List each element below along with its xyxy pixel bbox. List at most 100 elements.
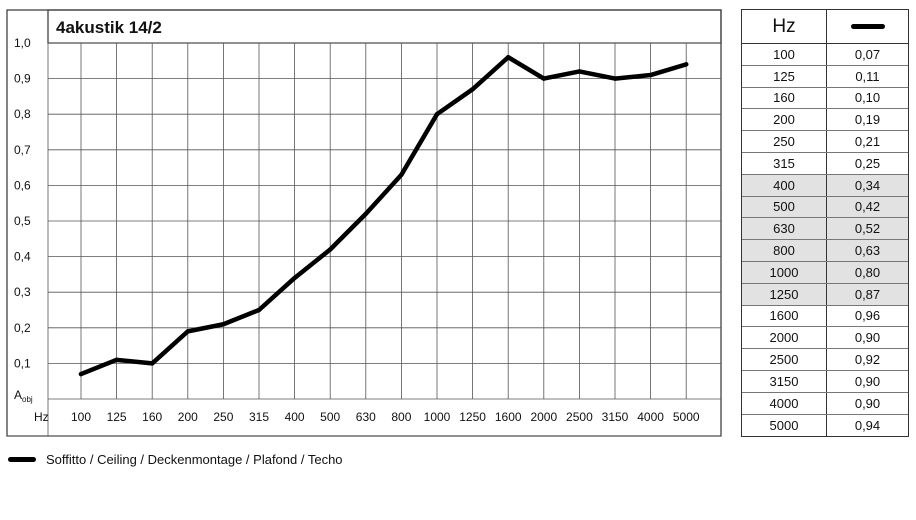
x-tick-label: 315	[249, 410, 269, 424]
table-row: 1250 0,87	[742, 283, 908, 306]
data-point	[470, 87, 475, 92]
table-row: 400 0,34	[742, 174, 908, 197]
table-cell-value: 0,87	[854, 286, 881, 302]
table-cell-value: 0,21	[854, 134, 881, 150]
x-tick-labels: 100 125 160 200 250 315 400 500 630 800 1000 1250 16…	[71, 410, 700, 424]
data-point	[684, 62, 689, 67]
y-tick-label: 0,1	[14, 356, 31, 370]
table-row: 3150 0,90	[742, 370, 908, 393]
table-row: 500 0,42	[742, 196, 908, 219]
x-tick-label: 100	[71, 410, 91, 424]
data-point	[648, 72, 653, 78]
table-row: 250 0,21	[742, 131, 908, 153]
table-cell-value: 0,07	[854, 46, 881, 62]
chart-title: 4akustik 14/2	[56, 18, 162, 37]
x-tick-label: 2000	[530, 410, 557, 424]
table-row: 2500 0,92	[742, 349, 908, 371]
table-cell-hz: 2500	[742, 349, 827, 370]
table-row: 1600 0,96	[742, 305, 908, 328]
data-point	[577, 69, 582, 74]
y-tick-label: 0,9	[14, 72, 31, 86]
table-cell-hz: 200	[742, 109, 827, 131]
table-cell-hz: 100	[742, 44, 827, 65]
x-tick-label: 160	[142, 410, 162, 424]
data-point	[185, 329, 190, 334]
data-point	[78, 371, 84, 377]
table-row: 200 0,19	[742, 109, 908, 132]
table-cell-value: 0,92	[854, 352, 881, 368]
table-cell-value: 0,90	[854, 373, 881, 389]
y-tick-label: 0,5	[14, 214, 31, 228]
legend-label: Soffitto / Ceiling / Deckenmontage / Pla…	[46, 452, 343, 467]
x-tick-label: 3150	[602, 410, 629, 424]
data-point	[506, 55, 511, 60]
table-cell-hz: 250	[742, 131, 827, 152]
table-cell-value: 0,42	[854, 199, 881, 215]
table-row: 630 0,52	[742, 218, 908, 241]
table-row: 100 0,07	[742, 44, 908, 66]
chart-frame	[6, 9, 722, 437]
table-row: 1000 0,80	[742, 261, 908, 284]
data-point	[541, 76, 546, 81]
y-tick-label: 0,7	[14, 143, 31, 157]
table-cell-hz: 1000	[742, 261, 827, 283]
x-tick-label: 1000	[424, 410, 451, 424]
table-header-series	[827, 10, 908, 43]
legend: Soffitto / Ceiling / Deckenmontage / Pla…	[8, 452, 343, 467]
x-tick-label: 1600	[495, 410, 522, 424]
legend-line-icon	[8, 457, 36, 462]
data-point	[399, 172, 404, 177]
table-row: 160 0,10	[742, 87, 908, 110]
x-axis-label: Hz	[34, 410, 49, 424]
table-row: 2000 0,90	[742, 327, 908, 350]
data-point	[434, 112, 440, 117]
y-tick-label: 1,0	[14, 36, 31, 50]
absorption-chart: 4akustik 14/2 1,0 0,9 0,8 0,7 0,6 0,5 0,4 0,3 0,…	[6, 9, 722, 437]
data-point	[114, 357, 119, 363]
table-cell-hz: 2000	[742, 327, 827, 349]
table-cell-value: 0,25	[854, 155, 881, 171]
data-point	[256, 307, 262, 313]
x-tick-label: 2500	[566, 410, 593, 424]
table-cell-value: 0,90	[854, 395, 881, 411]
table-cell-hz: 125	[742, 65, 827, 87]
x-tick-label: 630	[356, 410, 376, 424]
table-cell-hz: 5000	[742, 414, 827, 437]
y-axis-label-main: A	[14, 388, 22, 402]
data-point	[328, 247, 333, 252]
x-tick-label: 200	[178, 410, 198, 424]
grid	[7, 42, 721, 437]
table-cell-value: 0,19	[854, 112, 881, 128]
y-tick-label: 0,2	[14, 321, 31, 335]
data-point	[150, 361, 155, 366]
table-cell-value: 0,10	[854, 90, 881, 106]
x-tick-label: 1250	[459, 410, 486, 424]
table-cell-hz: 630	[742, 218, 827, 240]
table-header-hz: Hz	[742, 10, 827, 43]
series-line-icon	[850, 24, 885, 29]
y-tick-label: 0,6	[14, 178, 31, 192]
table-cell-hz: 1600	[742, 305, 827, 327]
table-cell-hz: 160	[742, 87, 827, 109]
table-cell-value: 0,80	[854, 264, 881, 280]
table-row: 5000 0,94	[742, 414, 908, 437]
table-cell-hz: 315	[742, 152, 827, 174]
series-line	[78, 54, 689, 377]
table-cell-hz: 3150	[742, 370, 827, 392]
data-point	[363, 211, 368, 217]
y-tick-label: 0,8	[14, 107, 31, 121]
table-row: 125 0,11	[742, 65, 908, 88]
data-point	[292, 275, 297, 281]
table-cell-hz: 4000	[742, 392, 827, 414]
table-cell-hz: 400	[742, 174, 827, 196]
y-axis-label-sub: obj	[22, 395, 33, 404]
y-axis-label: Aobj	[14, 388, 33, 404]
table-row: 800 0,63	[742, 240, 908, 262]
series-points	[78, 55, 689, 377]
x-tick-label: 400	[285, 410, 305, 424]
table-cell-value: 0,96	[854, 308, 881, 324]
table-header: Hz	[742, 10, 908, 44]
y-tick-labels: 1,0 0,9 0,8 0,7 0,6 0,5 0,4 0,3 0,2 0,1	[14, 36, 31, 370]
x-tick-label: 125	[107, 410, 127, 424]
table-cell-hz: 500	[742, 196, 827, 218]
